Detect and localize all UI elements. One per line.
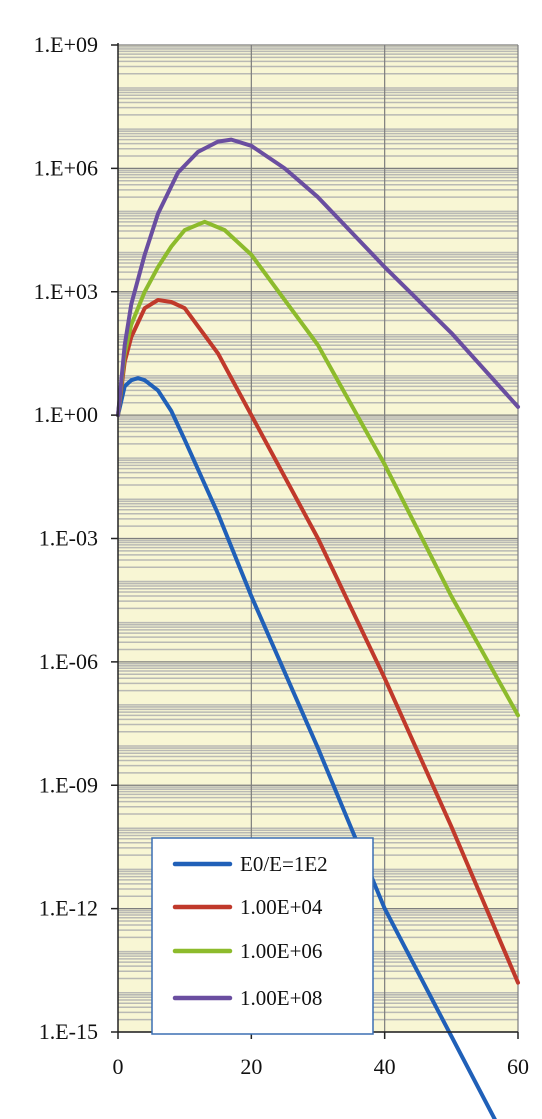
y-tick-label: 1.E-12 <box>39 896 98 921</box>
legend-label: 1.00E+04 <box>240 895 323 919</box>
series-line-2 <box>116 298 520 985</box>
y-tick-label: 1.E-09 <box>39 772 98 797</box>
y-tick-label: 1.E+09 <box>34 32 98 57</box>
x-tick-label: 20 <box>240 1054 262 1079</box>
x-tick-labels: 0 20 40 60 <box>113 1054 530 1079</box>
y-tick-labels: 1.E+09 1.E+06 1.E+03 1.E+00 1.E-03 1.E-06 1.E-… <box>34 32 98 1044</box>
legend-label: 1.00E+08 <box>240 986 322 1010</box>
series-line-3 <box>116 219 520 718</box>
x-tick-label: 40 <box>374 1054 396 1079</box>
y-tick-label: 1.E+00 <box>34 402 98 427</box>
y-tick-label: 1.E+06 <box>34 155 98 180</box>
y-tick-label: 1.E-15 <box>39 1019 98 1044</box>
legend-label: E0/E=1E2 <box>240 852 328 876</box>
y-tick-label: 1.E-06 <box>39 649 98 674</box>
legend: E0/E=1E2 1.00E+04 1.00E+06 1.00E+08 <box>151 837 374 1035</box>
y-tick-label: 1.E-03 <box>39 526 98 551</box>
legend-label: 1.00E+06 <box>240 939 322 963</box>
series-line-4 <box>116 137 520 418</box>
x-tick-label: 60 <box>507 1054 529 1079</box>
x-tick-label: 0 <box>113 1054 124 1079</box>
legend-box <box>151 837 374 1035</box>
y-tick-label: 1.E+03 <box>34 279 98 304</box>
